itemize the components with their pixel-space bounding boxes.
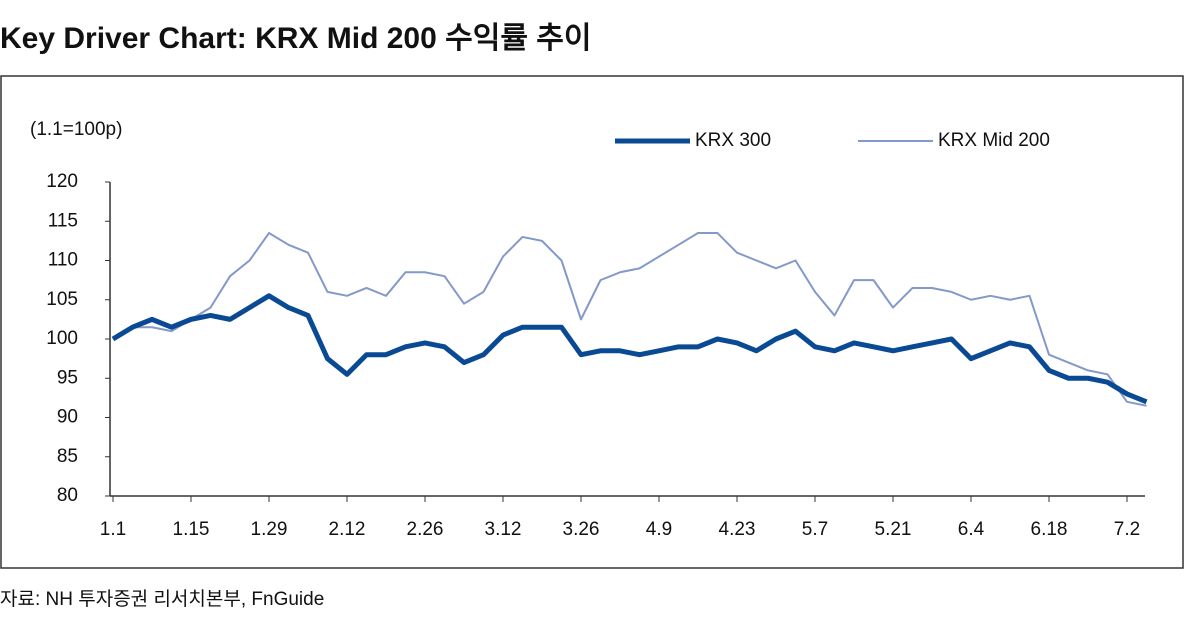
unit-label: (1.1=100p)	[30, 119, 122, 140]
x-tick-label: 5.21	[875, 519, 912, 540]
y-tick-label: 105	[46, 289, 78, 310]
x-tick-label: 4.9	[646, 519, 672, 540]
series-line	[112, 232, 1147, 407]
y-tick-label: 120	[46, 171, 78, 192]
x-tick-label: 2.12	[329, 519, 366, 540]
y-tick-label: 100	[46, 328, 78, 349]
source: 자료: NH 투자증권 리서치본부, FnGuide	[0, 588, 324, 610]
y-tick-label: 80	[57, 485, 78, 506]
x-tick-label: 4.23	[719, 519, 756, 540]
x-tick-label: 1.29	[251, 519, 288, 540]
x-tick-label: 1.15	[173, 519, 210, 540]
y-tick-label: 90	[57, 407, 78, 428]
y-tick-label: 95	[57, 367, 78, 388]
legend-label: KRX Mid 200	[938, 130, 1050, 151]
y-tick-label: 110	[48, 250, 78, 271]
legend-label: KRX 300	[695, 130, 771, 151]
x-tick-label: 5.7	[802, 519, 828, 540]
y-tick-label: 115	[48, 210, 78, 231]
x-tick-label: 6.18	[1031, 519, 1068, 540]
x-tick-label: 3.26	[563, 519, 600, 540]
x-tick-label: 3.12	[485, 519, 522, 540]
series-line	[111, 293, 1148, 405]
x-tick-label: 6.4	[958, 519, 985, 540]
x-tick-label: 2.26	[407, 519, 444, 540]
chart-frame	[0, 75, 1184, 569]
y-tick-label: 85	[57, 446, 78, 467]
x-tick-label: 1.1	[100, 519, 126, 540]
x-tick-label: 7.2	[1114, 519, 1140, 540]
chart-title: Key Driver Chart: KRX Mid 200 수익률 추이	[0, 22, 591, 55]
